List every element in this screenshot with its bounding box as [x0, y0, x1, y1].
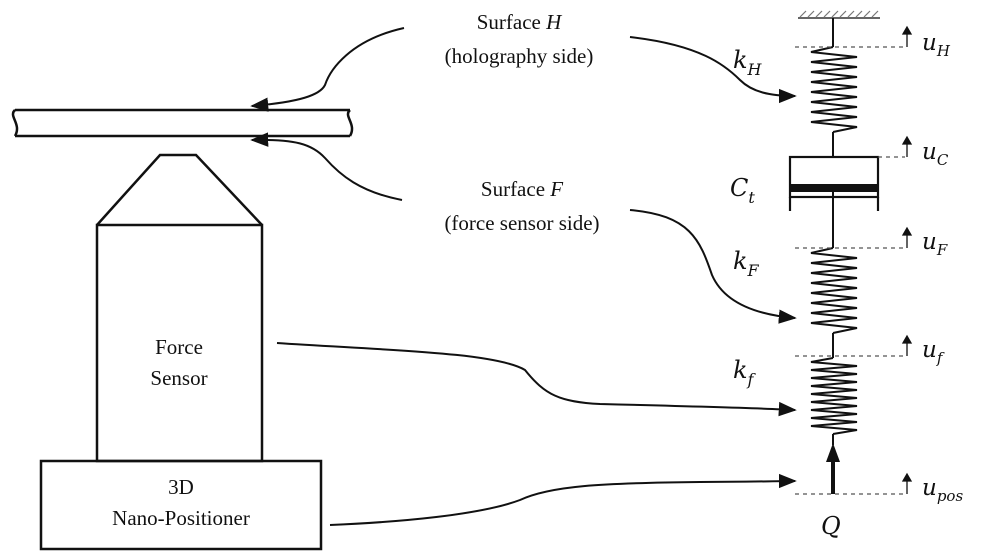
displacement-reference-lines [795, 46, 905, 495]
arrow-positioner-to-load-point [329, 473, 797, 526]
svg-text:(holography side): (holography side) [445, 44, 594, 68]
label-u-h: uH [922, 30, 951, 60]
displacement-arrows [901, 25, 913, 494]
connector-arrows [250, 27, 797, 526]
symbol-k-f-upper: kF [733, 247, 760, 280]
force-sensor-body: Force Sensor [95, 223, 264, 463]
probe-tip [96, 153, 263, 226]
symbol-k-f-lower: kf [733, 356, 757, 389]
positioner-label-line1: 3D [168, 475, 194, 499]
force-sensor-label-line2: Sensor [150, 366, 207, 390]
symbol-c-t: Ct [730, 174, 755, 207]
surface-f-label: Surface F (force sensor side) [444, 177, 599, 235]
svg-text:Surface F: Surface F [481, 177, 563, 201]
spring-kh [810, 46, 858, 133]
svg-text:(force sensor side): (force sensor side) [444, 211, 599, 235]
spring-kf-lower [810, 357, 858, 435]
displacement-labels: uH uC uF uf upos [922, 30, 963, 505]
spring-kf [810, 247, 858, 334]
label-u-f-upper: uF [922, 229, 948, 259]
arrow-force-sensor-to-spring-kf-lower [276, 342, 797, 417]
symbol-q: Q [821, 512, 841, 540]
arrow-surface-f-to-spring-kf [629, 209, 797, 324]
spring-damper-chain [788, 18, 880, 445]
svg-text:Surface H: Surface H [477, 10, 563, 34]
arrow-surface-h-to-slab-top [250, 27, 405, 112]
arrow-surface-h-to-spring-kh [629, 36, 797, 104]
label-u-f-lower: uf [922, 337, 945, 367]
arrow-surface-f-to-slab-bottom [250, 132, 403, 201]
load-arrow-q [826, 443, 840, 494]
positioner-label-line2: Nano-Positioner [112, 506, 250, 530]
surface-h-label: Surface H (holography side) [445, 10, 594, 68]
label-u-pos: upos [922, 475, 963, 505]
ground-support [798, 10, 880, 19]
label-u-c: uC [922, 139, 949, 169]
nano-positioner-body: 3D Nano-Positioner [39, 459, 323, 551]
force-sensor-label-line1: Force [155, 335, 203, 359]
symbol-k-h: kH [733, 46, 763, 79]
sample-slab [11, 108, 354, 138]
element-symbols: kH Ct kF kf Q [730, 46, 841, 540]
